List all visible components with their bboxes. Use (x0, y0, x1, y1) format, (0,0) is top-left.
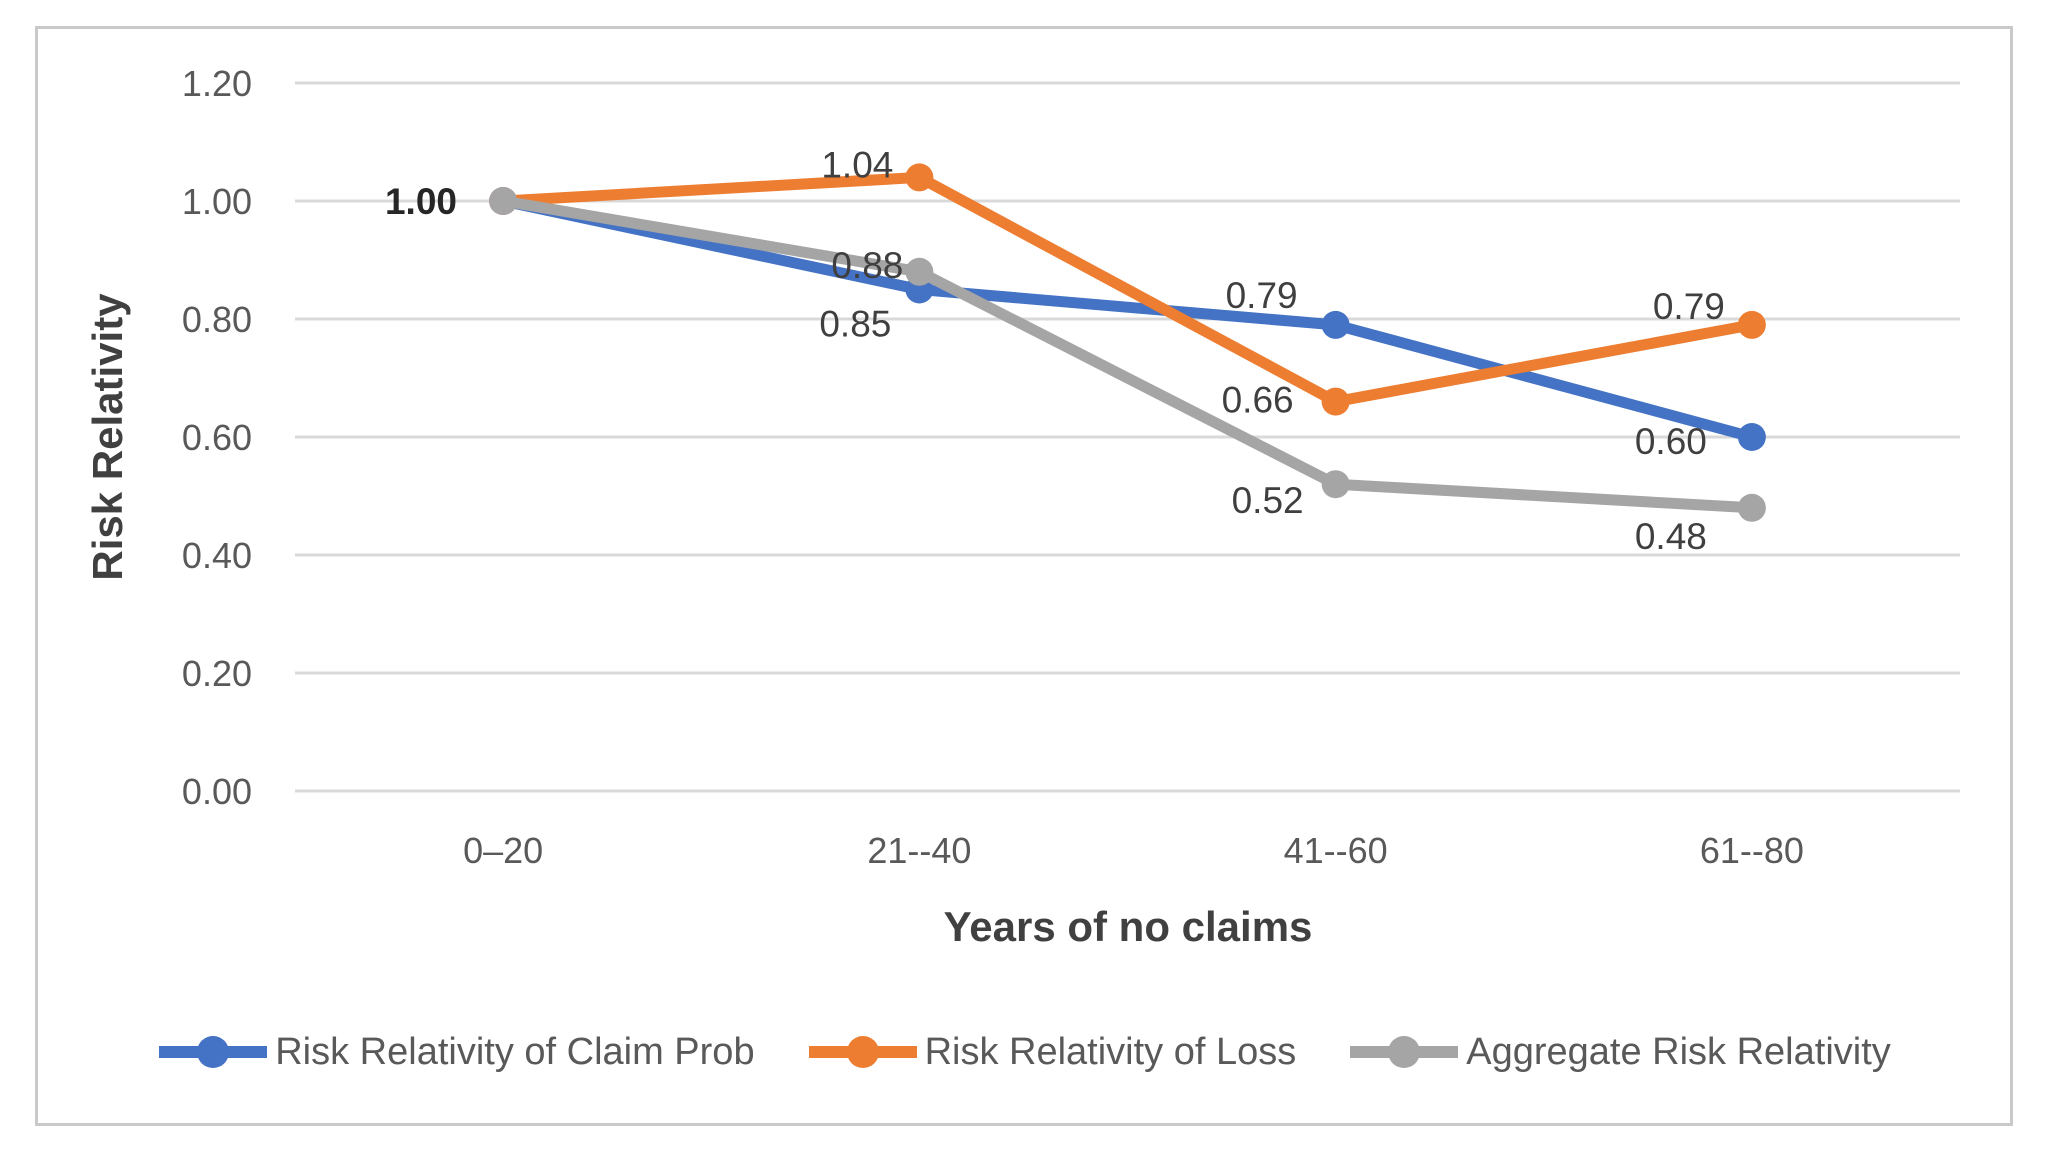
legend-label: Risk Relativity of Claim Prob (275, 1030, 755, 1073)
data-point-series-0 (1321, 310, 1350, 339)
legend-label: Risk Relativity of Loss (924, 1030, 1297, 1073)
legend-item-1: Risk Relativity of Loss (807, 1030, 1297, 1074)
data-label: 0.66 (1222, 380, 1294, 421)
y-tick-label: 0.20 (182, 653, 252, 694)
legend: Risk Relativity of Claim Prob Risk Relati… (38, 1012, 2010, 1092)
data-label: 0.52 (1232, 480, 1304, 521)
data-label: 0.85 (819, 304, 891, 345)
data-label-start: 1.00 (385, 181, 457, 222)
y-tick-label: 0.40 (182, 535, 252, 576)
y-tick-label: 0.60 (182, 417, 252, 458)
data-point-series-1 (1737, 310, 1766, 339)
y-tick-label: 1.00 (182, 181, 252, 222)
x-category-label: 21--40 (867, 830, 971, 871)
data-label: 0.88 (831, 245, 903, 286)
data-label: 1.04 (821, 144, 893, 185)
legend-item-0: Risk Relativity of Claim Prob (157, 1030, 755, 1074)
data-label: 0.48 (1635, 516, 1707, 557)
legend-marker-icon (1350, 1036, 1459, 1068)
legend-marker-icon (808, 1036, 917, 1068)
legend-label: Aggregate Risk Relativity (1466, 1030, 1891, 1073)
y-tick-label: 0.80 (182, 299, 252, 340)
y-axis-title: Risk Relativity (84, 293, 131, 581)
series-line-0 (497, 195, 1758, 443)
data-point-series-2 (1321, 470, 1350, 499)
data-point-series-2 (489, 187, 518, 215)
data-point-series-2 (905, 257, 934, 286)
legend-item-2: Aggregate Risk Relativity (1348, 1031, 1891, 1074)
data-label-layer: 0.85 0.79 0.60 1.04 0.66 0.79 0.88 0.52 0.48 1.00 (385, 144, 1725, 556)
chart-frame (35, 26, 2013, 1126)
x-category-label: 0–20 (463, 830, 543, 871)
data-point-series-2 (1737, 493, 1766, 522)
x-category-label: 41--60 (1284, 830, 1388, 871)
data-point-series-0 (1737, 423, 1766, 451)
x-axis-title: Years of no claims (944, 903, 1313, 950)
legend-marker-icon (159, 1036, 268, 1068)
series-line-2 (497, 195, 1758, 514)
data-point-series-1 (905, 163, 934, 192)
data-point-series-1 (1321, 387, 1350, 416)
x-category-label: 61--80 (1700, 830, 1804, 871)
y-tick-label: 0.00 (182, 771, 252, 812)
data-label: 0.79 (1226, 275, 1298, 316)
series-line-1 (497, 171, 1758, 408)
data-label: 0.60 (1635, 421, 1707, 462)
series-layer (489, 163, 1766, 522)
y-tick-label: 1.20 (182, 63, 252, 104)
data-label: 0.79 (1653, 286, 1725, 327)
